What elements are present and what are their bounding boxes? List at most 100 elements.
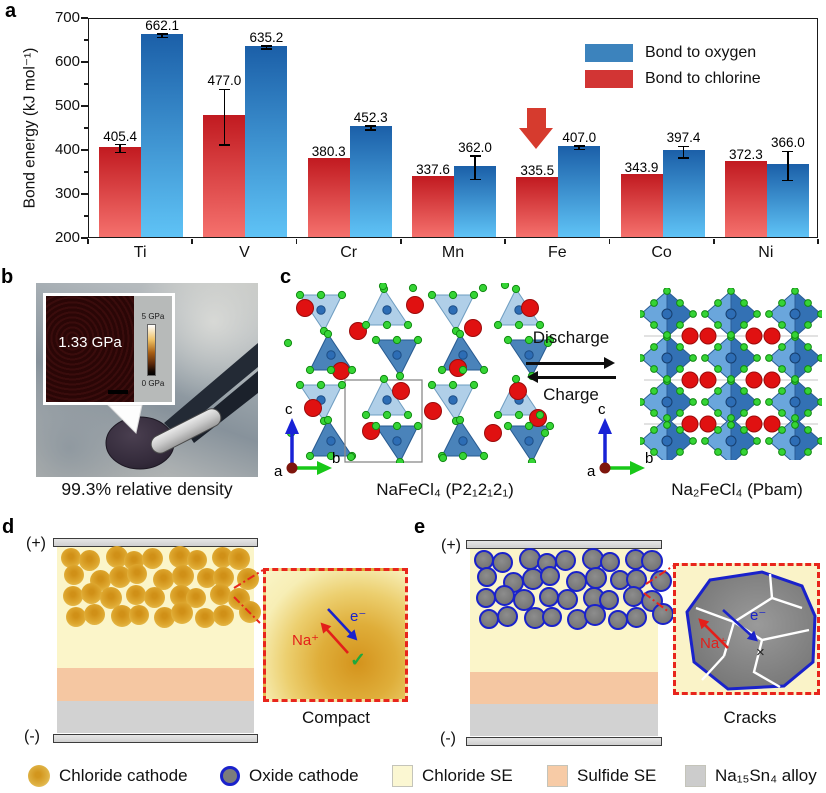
y-tick bbox=[81, 237, 88, 239]
oxide-particle bbox=[492, 551, 514, 573]
chloride-particle bbox=[81, 582, 103, 604]
zoom-inset-compact: Na⁺ e⁻ ✓ bbox=[263, 568, 408, 702]
error-bar bbox=[265, 45, 268, 50]
alloy-anode-layer-e bbox=[470, 704, 658, 736]
bar-bond-to-chlorine bbox=[516, 177, 559, 237]
error-bar bbox=[682, 146, 685, 158]
chart-legend-item: Bond to oxygen bbox=[585, 40, 761, 66]
axis-b-label: b bbox=[332, 450, 340, 467]
y-axis-label: Bond energy (kJ mol⁻¹) bbox=[21, 47, 39, 209]
oxide-particle bbox=[652, 603, 675, 625]
colorbar-strip: 5 GPa 0 GPa bbox=[134, 296, 172, 402]
error-bar bbox=[119, 144, 121, 153]
charge-arrow bbox=[527, 371, 616, 382]
oxide-particle bbox=[583, 604, 606, 626]
bar-bond-to-chlorine bbox=[620, 173, 663, 237]
bar-value-label: 405.4 bbox=[103, 128, 138, 144]
chloride-se-layer-d bbox=[57, 546, 262, 668]
error-bar bbox=[787, 151, 789, 181]
error-bar-cap bbox=[573, 145, 585, 147]
error-bar-cap bbox=[365, 129, 377, 131]
y-minor-tick bbox=[84, 215, 88, 217]
oxide-particle bbox=[539, 566, 560, 586]
na-ion-arrow bbox=[320, 622, 349, 654]
oxide-particle bbox=[541, 607, 562, 627]
colorbar bbox=[147, 324, 156, 376]
x-tick bbox=[504, 239, 506, 244]
figure-legend-item: Chloride cathode bbox=[28, 763, 188, 789]
category-label: Fe bbox=[547, 244, 567, 261]
chloride-particle bbox=[61, 548, 81, 568]
axis-b-label: b bbox=[645, 450, 653, 467]
panel-label-b: b bbox=[1, 266, 14, 288]
bar-value-label: 452.3 bbox=[353, 109, 388, 125]
discharge-arrow bbox=[526, 357, 615, 368]
sulfide-se-layer-e bbox=[470, 672, 658, 704]
y-tick-label: 400 bbox=[54, 141, 80, 158]
electron-label: e⁻ bbox=[750, 607, 767, 624]
chloride-particle bbox=[153, 568, 175, 590]
colorbar-max-label: 5 GPa bbox=[141, 312, 165, 321]
bar-value-label: 337.6 bbox=[416, 162, 450, 178]
figure-legend-label: Sulfide SE bbox=[577, 766, 657, 785]
bar-bond-to-oxygen bbox=[245, 45, 288, 237]
chloride-particle bbox=[64, 565, 84, 585]
error-bar-cap bbox=[260, 48, 272, 51]
oxide-particle bbox=[538, 587, 559, 607]
chloride-particle bbox=[168, 546, 191, 568]
current-collector-top-e bbox=[466, 540, 662, 549]
chloride-particle bbox=[170, 602, 193, 624]
chloride-particle bbox=[239, 601, 262, 623]
error-bar-cap bbox=[678, 157, 690, 159]
oxide-particle bbox=[598, 590, 619, 610]
x-tick bbox=[295, 239, 298, 244]
chloride-particle bbox=[210, 583, 232, 605]
legend-swatch bbox=[585, 44, 633, 62]
bar-bond-to-chlorine bbox=[99, 146, 142, 237]
category-label: Cr bbox=[340, 244, 358, 261]
error-bar-cap bbox=[218, 88, 230, 91]
electron-arrow bbox=[327, 608, 358, 641]
oxide-particle bbox=[599, 552, 620, 572]
chloride-particle bbox=[128, 605, 149, 625]
error-bar-cap bbox=[469, 155, 481, 157]
axis-a-label: a bbox=[274, 463, 283, 478]
error-bar-cap bbox=[218, 144, 230, 146]
chloride-particle bbox=[126, 564, 147, 584]
axis-c-label: c bbox=[598, 401, 606, 418]
error-bar-cap bbox=[260, 44, 272, 47]
alloy-anode-layer-d bbox=[57, 701, 254, 733]
chloride-particle bbox=[99, 587, 122, 609]
y-minor-tick bbox=[84, 171, 88, 173]
panel-label-d: d bbox=[2, 516, 15, 538]
electron-arrow bbox=[722, 609, 758, 642]
chart-legend-item: Bond to chlorine bbox=[585, 66, 761, 92]
panel-label-e: e bbox=[414, 516, 426, 538]
oxide-particle bbox=[607, 610, 628, 630]
chloride-particle bbox=[105, 546, 128, 568]
error-bar-cap bbox=[114, 151, 126, 154]
oxide-particle bbox=[494, 584, 516, 606]
cracked-particle-drawing bbox=[685, 570, 817, 691]
error-bar bbox=[578, 146, 581, 150]
bar-bond-to-oxygen bbox=[662, 150, 705, 237]
y-tick-label: 600 bbox=[54, 53, 80, 70]
density-caption: 99.3% relative density bbox=[61, 479, 233, 499]
compact-particle-arrows bbox=[320, 608, 358, 654]
crystal-axes-left: c b a bbox=[274, 401, 340, 478]
bar-value-label: 362.0 bbox=[458, 139, 492, 155]
bar-value-label: 343.9 bbox=[624, 159, 659, 175]
chloride-particle bbox=[142, 547, 164, 569]
oxide-particle bbox=[555, 549, 577, 571]
bar-value-label: 397.4 bbox=[666, 130, 701, 146]
check-mark: ✓ bbox=[350, 650, 366, 671]
chloride-particle bbox=[196, 568, 217, 588]
electron-label: e⁻ bbox=[350, 608, 367, 625]
error-bar-cap bbox=[365, 124, 377, 127]
error-bar-cap bbox=[782, 179, 794, 182]
bar-bond-to-oxygen bbox=[558, 145, 601, 237]
discharge-label: Discharge bbox=[532, 328, 610, 347]
bar-bond-to-chlorine bbox=[307, 157, 350, 237]
chloride-particle bbox=[194, 608, 215, 628]
category-label: Ni bbox=[758, 244, 774, 261]
